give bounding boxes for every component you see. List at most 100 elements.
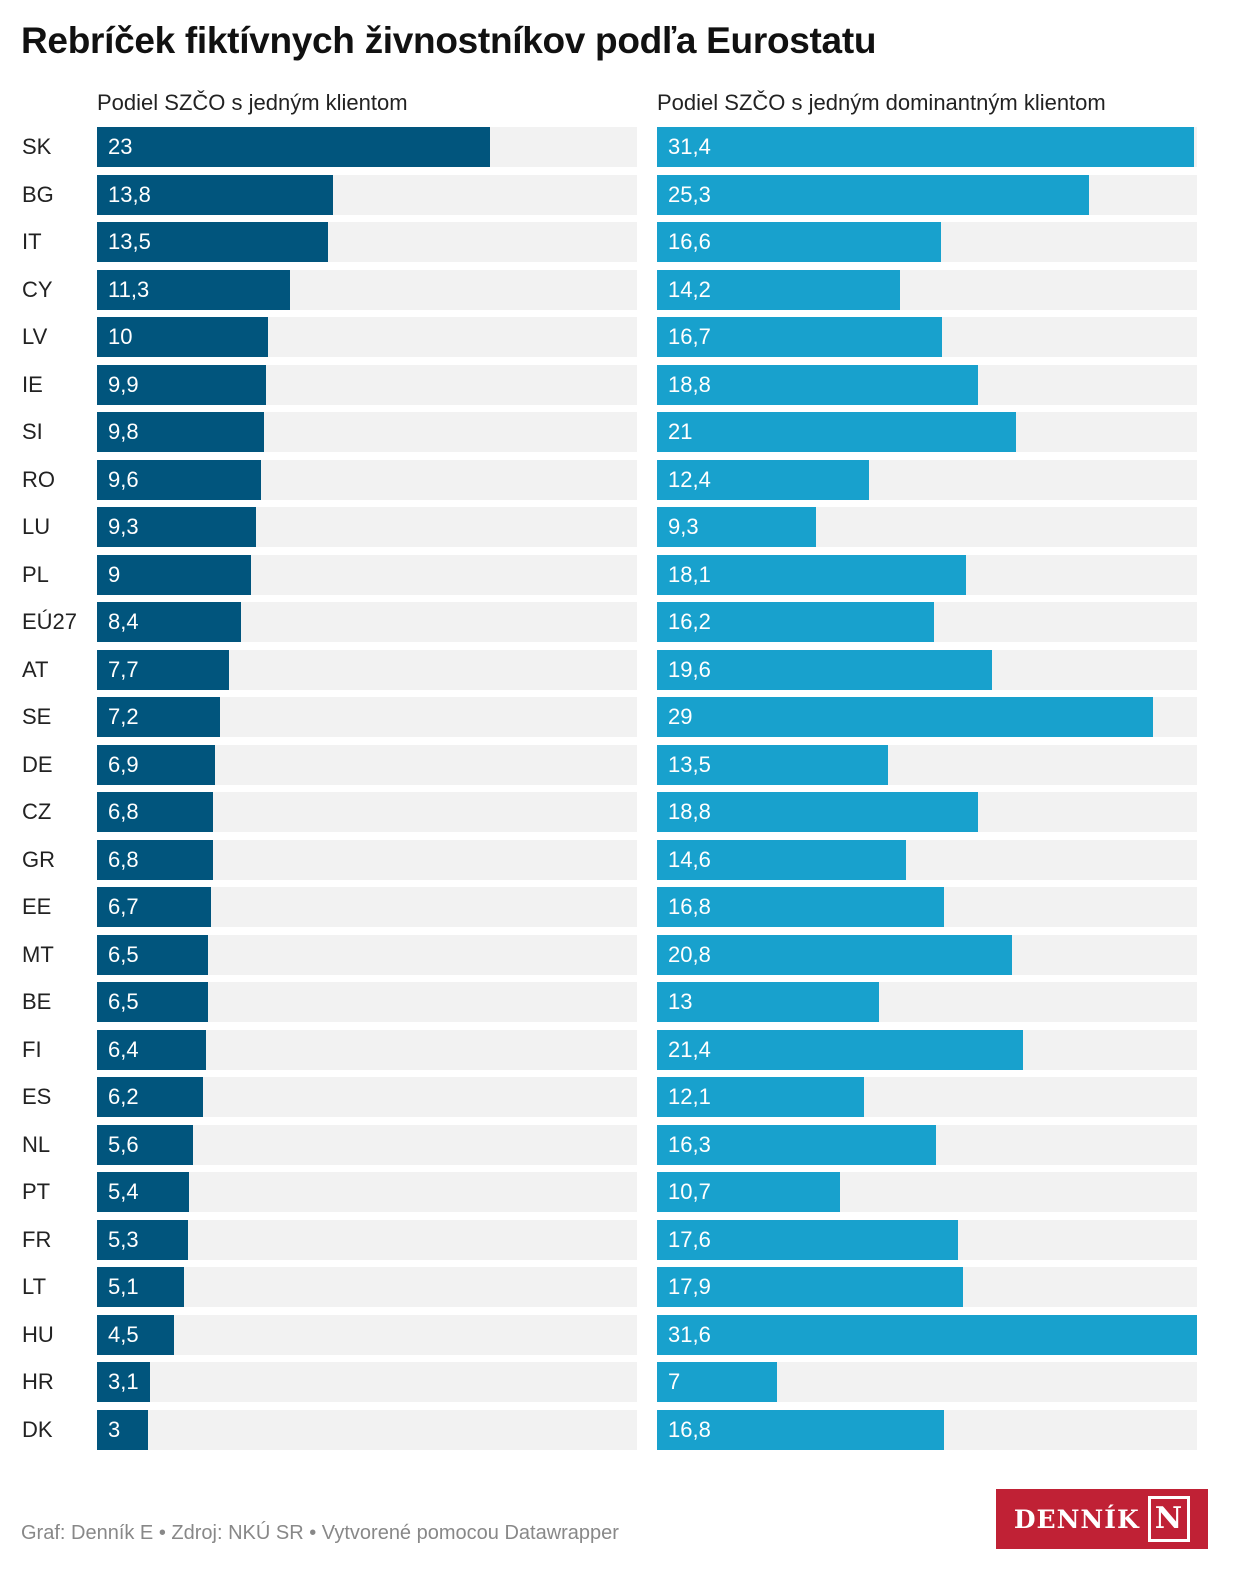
data-label: 21: [668, 419, 693, 444]
bar-track: 6,4: [97, 1029, 637, 1070]
bar-1: 6,5: [97, 934, 209, 975]
bar-2: 10,7: [657, 1172, 840, 1212]
bar-2: 16,6: [657, 222, 941, 262]
category-label: RO: [22, 466, 55, 492]
data-label: 6,2: [108, 1084, 139, 1109]
data-label: 7: [668, 1369, 681, 1394]
bar-1: 4,5: [97, 1314, 174, 1355]
bar-2: 31,6: [657, 1314, 1197, 1355]
row-SE: SE 7,2 29: [0, 697, 1240, 737]
bar-2: 31,4: [657, 127, 1194, 167]
category-label: BG: [22, 181, 54, 207]
bar-2: 16,2: [657, 602, 934, 642]
row-PL: PL 9 18,1: [0, 554, 1240, 595]
bar-2: 9,3: [657, 507, 816, 547]
bar-track: 13,8: [97, 174, 637, 215]
bar-2: 13,5: [657, 744, 888, 785]
data-label: 14,2: [668, 276, 711, 302]
bar-1: 8,4: [97, 602, 241, 642]
bar-1: 6,2: [97, 1077, 203, 1117]
row-EE: EE 6,7 16,8: [0, 887, 1240, 927]
data-label: 16,8: [668, 1416, 711, 1442]
category-label: HU: [22, 1321, 54, 1347]
bar-track: 25,3: [657, 174, 1197, 215]
bar-track: 9,3: [657, 507, 1197, 547]
bar-1: 7,7: [97, 649, 229, 690]
data-label: 16,2: [668, 609, 711, 634]
footer-credits: Graf: Denník E • Zdroj: NKÚ SR • Vytvore…: [21, 1522, 619, 1544]
bar-2: 16,8: [657, 1409, 945, 1450]
category-label: EÚ27: [22, 609, 78, 634]
category-label: FR: [22, 1226, 52, 1252]
row-AT: AT 7,7 19,6: [0, 649, 1240, 690]
bar-2: 12,4: [657, 459, 869, 500]
row-RO: RO 9,6 12,4: [0, 459, 1240, 500]
category-label: GR: [22, 846, 55, 872]
bar-1: 5,1: [97, 1267, 185, 1307]
bar-track: 9,3: [97, 507, 637, 547]
bar-track: 9,6: [97, 459, 637, 500]
bar-track: 17,9: [657, 1267, 1197, 1307]
bar-track: 6,7: [97, 887, 637, 927]
bar-2: 18,1: [657, 554, 967, 595]
category-label: EE: [22, 894, 52, 919]
bar-track: 16,2: [657, 602, 1197, 642]
row-PT: PT 5,4 10,7: [0, 1172, 1240, 1212]
row-EÚ27: EÚ27 8,4 16,2: [0, 602, 1240, 642]
bar-track: 31,6: [657, 1314, 1197, 1355]
bar-track: 31,4: [657, 127, 1197, 167]
bar-track: 16,8: [657, 1409, 1197, 1450]
bar-track: 21: [657, 412, 1197, 452]
bar-track: 7,2: [97, 697, 637, 737]
bar-2: 21,4: [657, 1029, 1023, 1070]
row-SK: SK 23 31,4: [0, 127, 1240, 167]
row-IE: IE 9,9 18,8: [0, 364, 1240, 405]
row-LU: LU 9,3 9,3: [0, 507, 1240, 547]
bar-2: 7: [657, 1362, 777, 1402]
logo-letter: N: [1147, 1496, 1191, 1542]
row-DK: DK 3 16,8: [0, 1409, 1240, 1450]
row-BG: BG 13,8 25,3: [0, 174, 1240, 215]
bar-1: 7,2: [97, 697, 221, 737]
data-label: 7,7: [108, 656, 139, 682]
bar-track: 14,6: [657, 839, 1197, 880]
bar-track: 3: [97, 1409, 637, 1450]
category-label: IE: [22, 371, 43, 397]
bar-track: 13,5: [657, 744, 1197, 785]
row-ES: ES 6,2 12,1: [0, 1077, 1240, 1117]
row-CY: CY 11,3 14,2: [0, 269, 1240, 310]
data-label: 12,4: [668, 466, 711, 492]
data-label: 9,3: [108, 514, 139, 539]
data-label: 17,9: [668, 1274, 711, 1299]
bar-track: 18,1: [657, 554, 1197, 595]
data-label: 19,6: [668, 656, 711, 682]
bar-track: 3,1: [97, 1362, 637, 1402]
bar-2: 21: [657, 412, 1016, 452]
row-MT: MT 6,5 20,8: [0, 934, 1240, 975]
bar-1: 10: [97, 317, 268, 357]
bar-1: 13,5: [97, 222, 328, 262]
chart-title: Rebríček fiktívnych živnostníkov podľa E…: [21, 20, 877, 61]
bar-track: 6,8: [97, 839, 637, 880]
data-label: 9,8: [108, 419, 139, 444]
bar-2: 29: [657, 697, 1153, 737]
data-label: 13: [668, 989, 693, 1014]
bar-track: 16,7: [657, 317, 1197, 357]
row-BE: BE 6,5 13: [0, 982, 1240, 1022]
data-label: 13,8: [108, 181, 151, 207]
bar-track: 13: [657, 982, 1197, 1022]
category-label: DK: [22, 1416, 53, 1442]
bar-track: 17,6: [657, 1219, 1197, 1260]
data-label: 23: [108, 134, 133, 159]
bar-1: 6,8: [97, 839, 214, 880]
bar-track: 5,1: [97, 1267, 637, 1307]
category-label: PL: [22, 561, 49, 587]
bar-track: 7: [657, 1362, 1197, 1402]
row-FI: FI 6,4 21,4: [0, 1029, 1240, 1070]
data-label: 5,6: [108, 1131, 139, 1157]
bar-track: 8,4: [97, 602, 637, 642]
bar-track: 6,2: [97, 1077, 637, 1117]
data-label: 5,4: [108, 1179, 139, 1204]
category-label: ES: [22, 1084, 52, 1109]
bar-2: 16,3: [657, 1124, 936, 1165]
